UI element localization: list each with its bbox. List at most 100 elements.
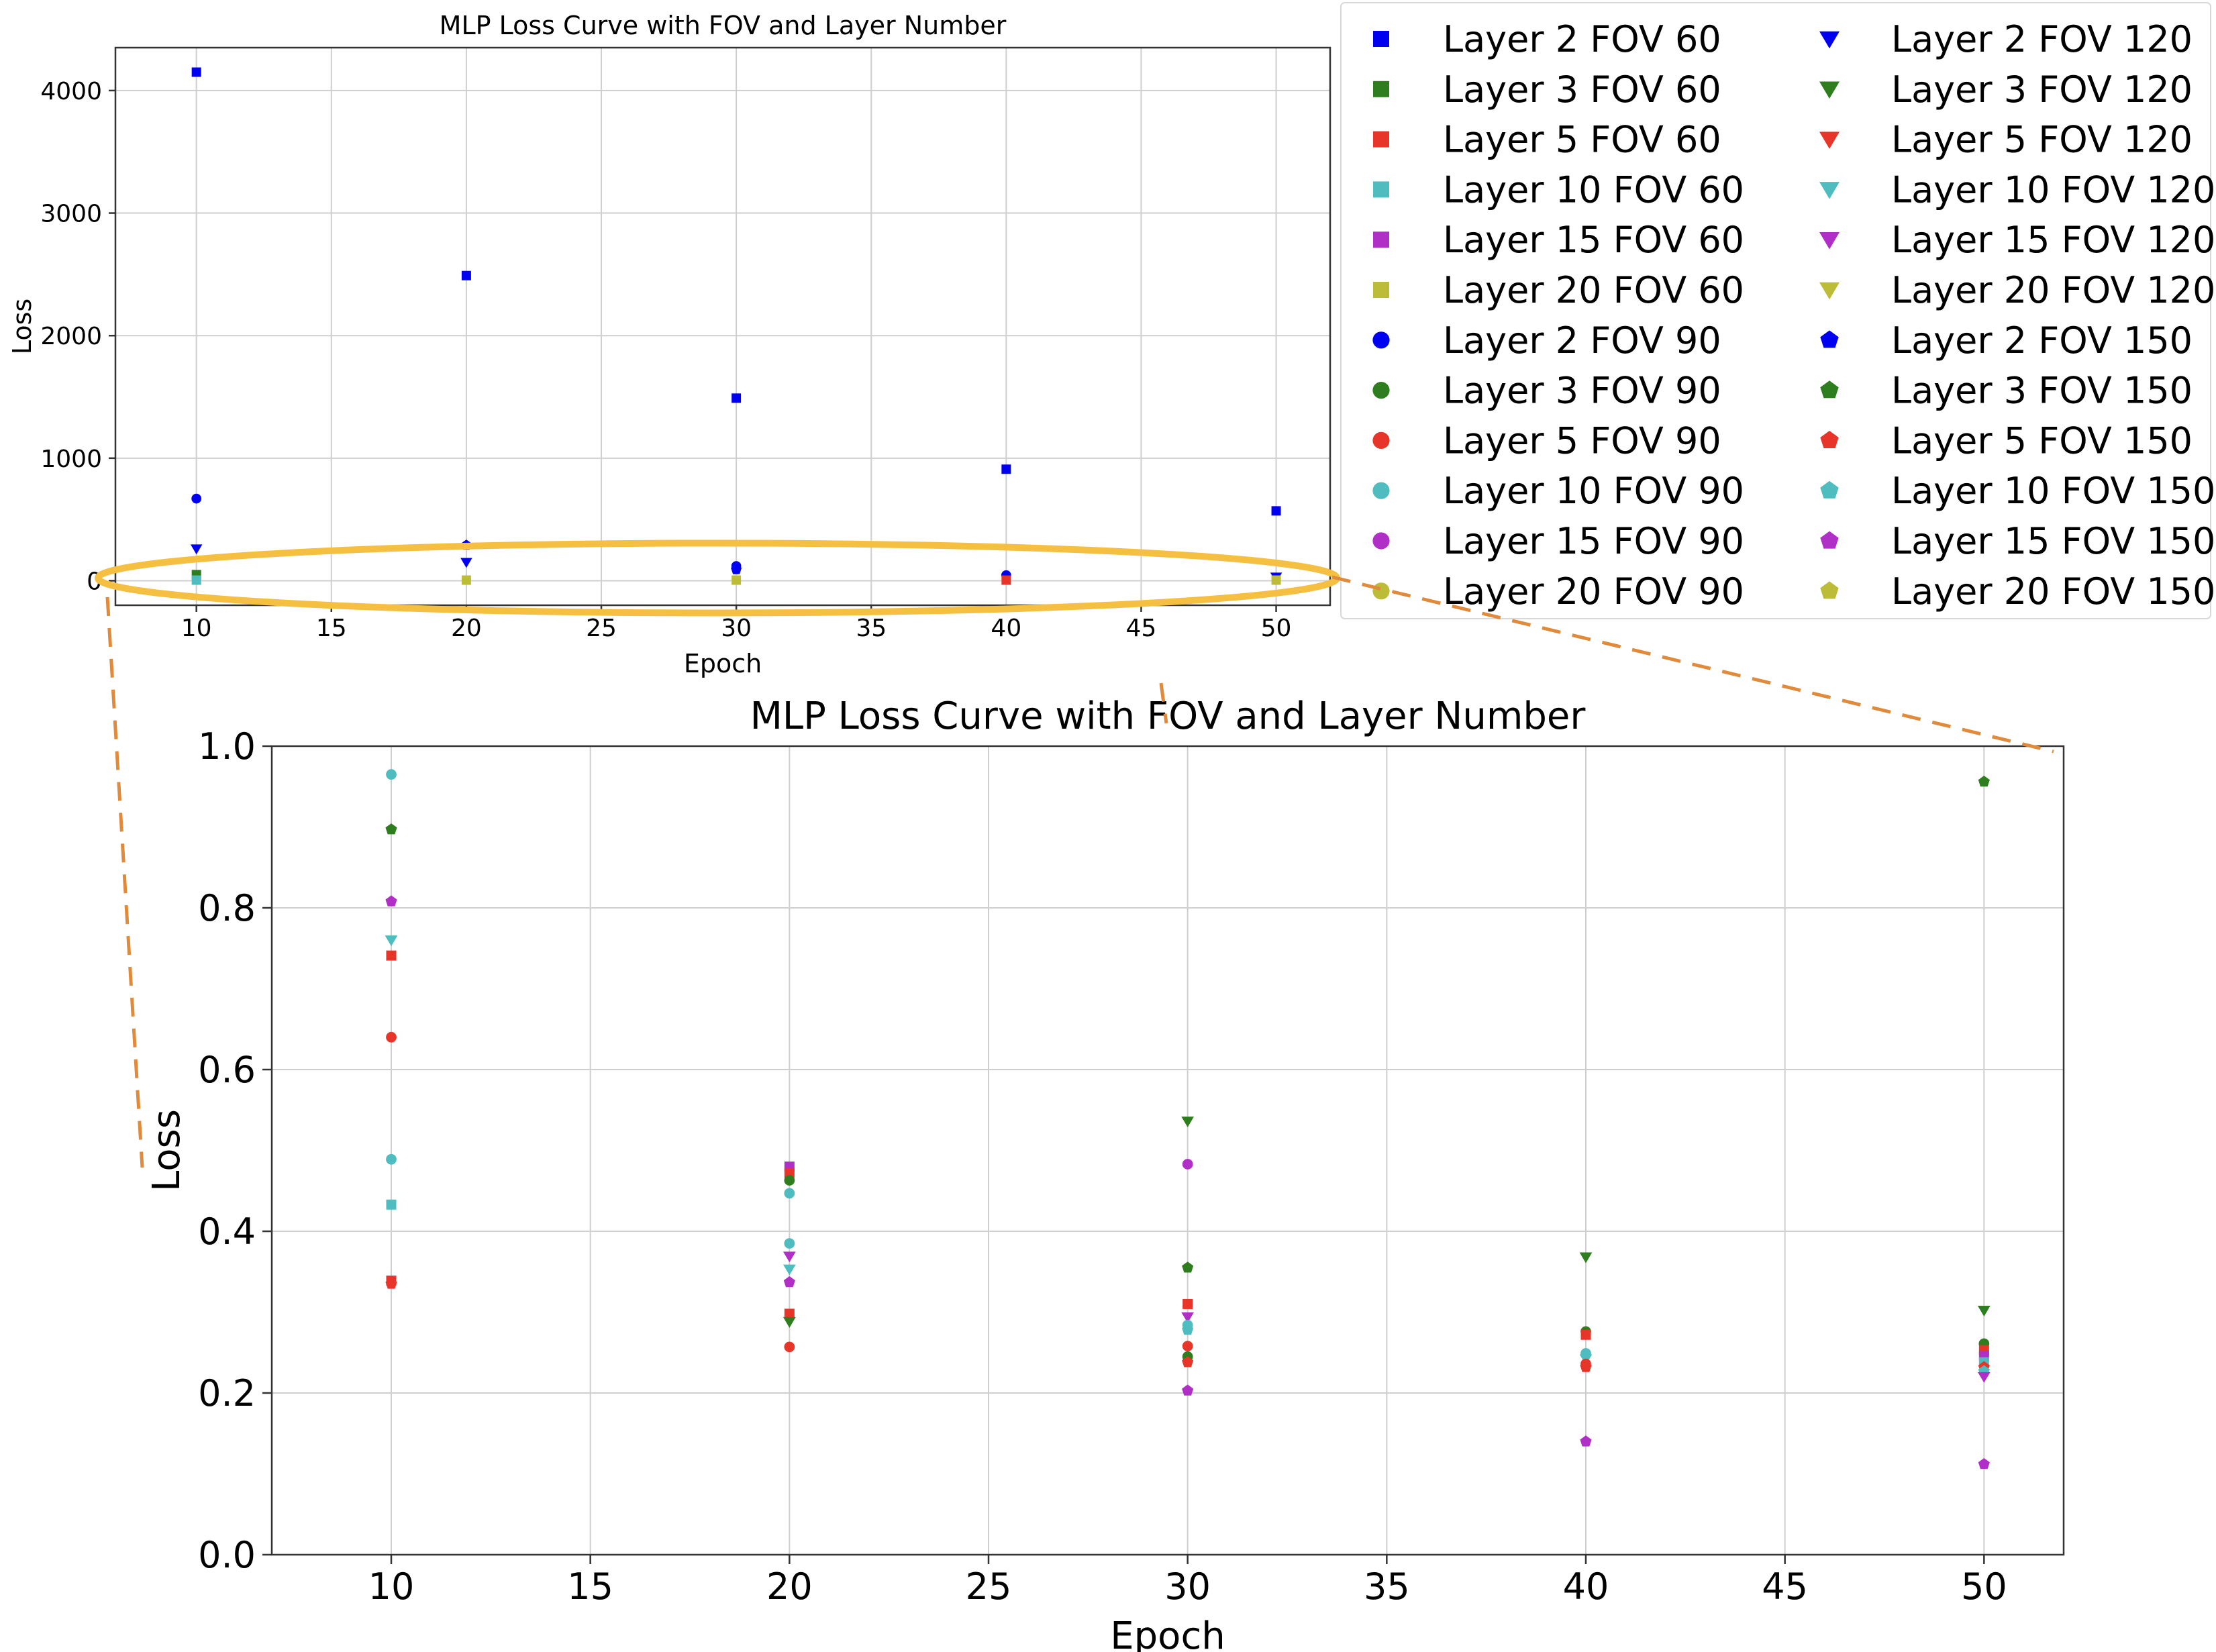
data-point xyxy=(386,1031,397,1043)
x-tick-label: 35 xyxy=(856,615,887,642)
legend-marker xyxy=(1820,380,1839,399)
legend-label: Layer 2 FOV 60 xyxy=(1443,18,1721,60)
legend-marker xyxy=(1820,581,1839,599)
y-tick-label: 0.8 xyxy=(198,887,256,929)
data-point xyxy=(784,1188,795,1199)
data-point xyxy=(461,575,471,585)
overview-plot-frame xyxy=(114,46,1331,607)
data-point xyxy=(784,1175,795,1186)
legend-label: Layer 20 FOV 120 xyxy=(1891,269,2215,311)
x-tick-label: 30 xyxy=(721,615,752,642)
y-tick-label: 0.6 xyxy=(198,1049,256,1091)
data-point xyxy=(1579,1252,1593,1263)
legend-marker xyxy=(1820,431,1839,448)
legend-label: Layer 15 FOV 120 xyxy=(1891,219,2215,261)
zoom-callout xyxy=(95,539,2054,1168)
x-tick-label: 40 xyxy=(991,615,1021,642)
zoomed-plot-frame xyxy=(270,745,2065,1556)
data-point xyxy=(191,575,201,585)
data-point xyxy=(732,575,742,585)
y-tick-label: 0.2 xyxy=(198,1372,256,1414)
legend-label: Layer 2 FOV 120 xyxy=(1891,18,2193,60)
legend-label: Layer 5 FOV 90 xyxy=(1443,419,1721,462)
legend-label: Layer 2 FOV 150 xyxy=(1891,319,2193,362)
legend-label: Layer 5 FOV 60 xyxy=(1443,119,1721,161)
legend-label: Layer 10 FOV 90 xyxy=(1443,470,1744,512)
zoomed-chart-title: MLP Loss Curve with FOV and Layer Number xyxy=(750,694,1587,738)
legend-marker xyxy=(1372,482,1390,499)
legend-marker xyxy=(1819,132,1840,149)
legend-label: Layer 3 FOV 60 xyxy=(1443,68,1721,111)
legend-marker xyxy=(1372,331,1390,349)
legend-items: Layer 2 FOV 60 Layer 3 FOV 60 Layer 5 FOV … xyxy=(1372,18,2215,613)
data-point xyxy=(783,1276,795,1288)
zoomed-x-axis-label: Epoch xyxy=(1110,1614,1225,1652)
legend: Layer 2 FOV 60 Layer 3 FOV 60 Layer 5 FOV … xyxy=(1340,2,2215,619)
y-tick-label: 3000 xyxy=(40,201,102,228)
x-tick-label: 50 xyxy=(1961,1565,2007,1608)
data-point xyxy=(1182,1261,1194,1273)
data-point xyxy=(783,1251,796,1263)
legend-marker xyxy=(1819,282,1840,300)
data-point xyxy=(1271,506,1281,516)
data-point xyxy=(385,1278,397,1289)
x-tick-label: 40 xyxy=(1563,1565,1609,1608)
overview-points xyxy=(190,67,1282,585)
overview-grid xyxy=(115,48,1330,605)
legend-label: Layer 5 FOV 120 xyxy=(1891,119,2193,161)
legend-marker xyxy=(1373,282,1389,298)
legend-marker xyxy=(1820,531,1839,549)
data-point xyxy=(386,1199,397,1210)
data-point xyxy=(1001,464,1011,474)
data-point xyxy=(191,67,201,77)
data-point xyxy=(1182,1384,1194,1396)
x-tick-label: 15 xyxy=(316,615,347,642)
zoomed-y-axis-label: Loss xyxy=(145,1109,189,1192)
data-point xyxy=(460,558,472,568)
zoom-connector-right xyxy=(1331,575,2054,754)
data-point xyxy=(385,823,397,835)
legend-marker xyxy=(1819,31,1840,49)
x-tick-label: 50 xyxy=(1261,615,1292,642)
legend-marker xyxy=(1373,81,1389,97)
data-point xyxy=(386,769,397,780)
x-tick-label: 45 xyxy=(1762,1565,1808,1608)
overview-y-axis-label: Loss xyxy=(7,299,37,354)
data-point xyxy=(1181,1117,1195,1128)
data-point xyxy=(784,1308,795,1319)
data-point xyxy=(386,1153,397,1165)
data-point xyxy=(1182,1341,1193,1351)
legend-label: Layer 10 FOV 120 xyxy=(1891,168,2215,211)
legend-label: Layer 20 FOV 60 xyxy=(1443,269,1744,311)
overview-x-axis-label: Epoch xyxy=(684,649,762,678)
legend-label: Layer 3 FOV 90 xyxy=(1443,370,1721,412)
legend-label: Layer 20 FOV 150 xyxy=(1891,570,2215,613)
data-point xyxy=(732,393,742,403)
data-point xyxy=(783,1264,796,1276)
zoomed-ticks: 10 15 20 25 30 35 40 45 50 0.0 0.2 0.4 0.6 0.8 1.0 xyxy=(198,725,2007,1608)
x-tick-label: 25 xyxy=(966,1565,1012,1608)
y-tick-label: 0.0 xyxy=(198,1534,256,1576)
legend-marker xyxy=(1372,532,1390,550)
data-point xyxy=(784,1168,795,1178)
legend-marker xyxy=(1373,181,1389,198)
legend-marker xyxy=(1372,582,1390,600)
data-point xyxy=(784,1238,795,1249)
data-point xyxy=(1580,1361,1592,1372)
data-point xyxy=(1182,1356,1194,1367)
legend-label: Layer 20 FOV 90 xyxy=(1443,570,1744,613)
data-point xyxy=(783,1317,796,1328)
data-point xyxy=(386,950,397,961)
legend-marker xyxy=(1820,480,1839,499)
x-tick-label: 25 xyxy=(586,615,617,642)
legend-label: Layer 15 FOV 60 xyxy=(1443,219,1744,261)
legend-label: Layer 10 FOV 150 xyxy=(1891,470,2215,512)
data-point xyxy=(784,1341,795,1353)
legend-marker xyxy=(1820,330,1839,348)
legend-label: Layer 3 FOV 120 xyxy=(1891,68,2193,111)
legend-marker xyxy=(1819,182,1840,199)
data-point xyxy=(385,895,397,907)
legend-marker xyxy=(1819,231,1840,250)
